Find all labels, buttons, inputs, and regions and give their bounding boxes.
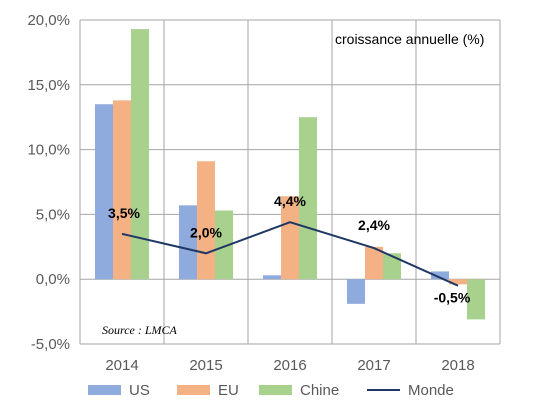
legend-label-eu: EU [218, 381, 239, 399]
y-tick-label: 5,0% [36, 206, 70, 223]
legend-swatch-us [88, 385, 121, 395]
y-tick-label: 15,0% [27, 77, 70, 94]
legend-swatch-monde [367, 389, 400, 391]
y-tick-label: 20,0% [27, 12, 70, 29]
bar-eu [365, 246, 383, 280]
legend-item-us: US [88, 378, 150, 402]
line-series [121, 221, 459, 287]
bar-us [95, 104, 113, 280]
bar-eu [197, 161, 215, 280]
x-tick-label: 2015 [189, 357, 222, 374]
legend: US EU Chine Monde [0, 378, 541, 402]
x-tick-label: 2016 [273, 357, 306, 374]
x-axis-ticks: 2014 2015 2016 2017 2018 [105, 357, 474, 374]
legend-label-monde: Monde [408, 381, 454, 399]
data-label-monde: 3,5% [108, 205, 140, 221]
bar-chine [383, 253, 401, 280]
legend-item-chine: Chine [259, 378, 339, 402]
source-note: Source : LMCA [102, 323, 178, 337]
bar-eu [449, 279, 467, 285]
data-label-monde: -0,5% [434, 290, 471, 306]
y-tick-label: -5,0% [31, 336, 70, 353]
bar-us [263, 275, 281, 280]
bar-chine [299, 117, 317, 280]
data-label-monde: 4,4% [274, 193, 306, 209]
legend-item-monde: Monde [367, 378, 454, 402]
data-label-monde: 2,0% [190, 224, 222, 240]
legend-label-chine: Chine [300, 381, 340, 399]
data-label-monde: 2,4% [358, 217, 390, 233]
y-tick-label: 0,0% [36, 271, 70, 288]
y-axis-ticks: 20,0% 15,0% 10,0% 5,0% 0,0% -5,0% [27, 12, 70, 353]
bar-eu [281, 196, 299, 280]
bar-chine [467, 279, 485, 320]
legend-swatch-chine [259, 385, 292, 395]
x-tick-label: 2018 [441, 357, 474, 374]
x-tick-label: 2014 [105, 357, 138, 374]
bar-us [179, 205, 197, 280]
chart-title: croissance annuelle (%) [335, 31, 484, 47]
y-tick-label: 10,0% [27, 142, 70, 159]
legend-label-us: US [129, 381, 150, 399]
bar-us [431, 271, 449, 280]
bar-eu [113, 100, 131, 280]
line-monde [121, 221, 459, 287]
x-tick-label: 2017 [357, 357, 390, 374]
legend-swatch-eu [177, 385, 210, 395]
bar-chine [131, 29, 149, 280]
bar-us [347, 279, 365, 304]
bar-chine [215, 210, 233, 280]
data-labels: 3,5% 2,0% 4,4% 2,4% -0,5% [108, 193, 471, 306]
bar-series [95, 29, 485, 320]
legend-item-eu: EU [177, 378, 239, 402]
